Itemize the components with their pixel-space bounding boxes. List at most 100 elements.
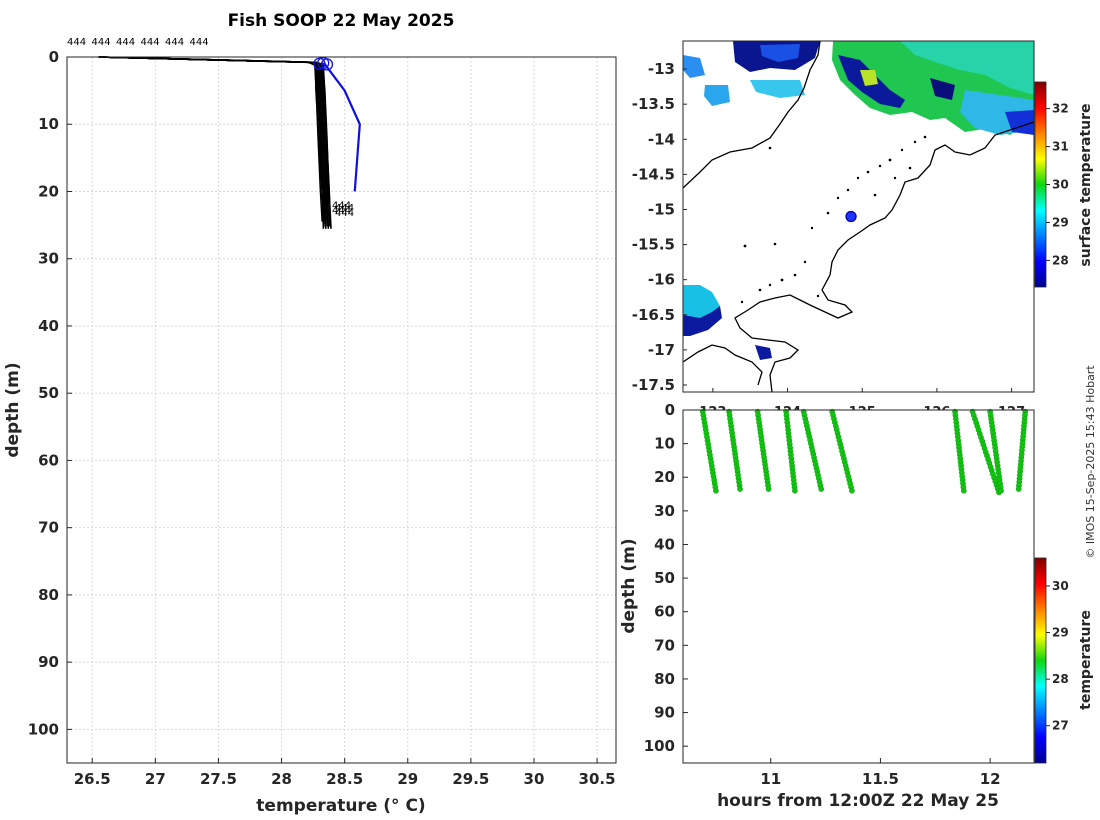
map-y-tick-label: -13 [648, 60, 675, 78]
profile-line-black [98, 56, 325, 229]
timeseries-x-axis-label: hours from 12:00Z 22 May 25 [717, 791, 999, 811]
timeseries-point [818, 486, 825, 492]
profile-line-black [98, 56, 327, 227]
profile-y-tick-label: 20 [38, 182, 59, 200]
profile-line-black [98, 56, 327, 229]
colorbar-tick-label: 28 [1052, 253, 1069, 267]
profile-id-label: 444 [141, 37, 160, 48]
surface-temperature-colorbar-ticks: 28 29 30 31 32 [1046, 102, 1069, 267]
map-y-ticks: -13 -13.5 -14 -14.5 -15 -15.5 -16 -16.5 -17 -17.5 [632, 60, 687, 394]
profile-line-black [98, 56, 326, 222]
timeseries-point [849, 487, 855, 494]
profile-id-label: 444 [92, 37, 111, 48]
profile-y-tick-label: 50 [38, 384, 59, 402]
profile-line-black [98, 56, 331, 225]
map-y-tick-label: -16 [648, 271, 675, 289]
timeseries-x-tick-label: 11.5 [862, 770, 899, 788]
timeseries-point [713, 487, 719, 494]
timeseries-point [737, 486, 743, 492]
surface-temperature-colorbar-label: surface temperature [1078, 103, 1094, 266]
profile-x-tick-label: 27.5 [200, 770, 237, 788]
profile-x-tick-label: 29 [397, 770, 418, 788]
profile-x-tick-label: 30.5 [579, 770, 616, 788]
profile-line-black [98, 56, 332, 229]
profile-line-blue [321, 62, 361, 192]
profile-id-label: 444 [67, 37, 86, 48]
profile-line-black [98, 56, 324, 222]
timeseries-point [765, 486, 772, 492]
profile-line-black [98, 56, 329, 227]
map-panel: 123124125126127 -13-13.5-14-14.5-15-15.5… [632, 40, 1094, 420]
profile-y-tick-label: 0 [49, 48, 59, 66]
profile-y-tick-label: 40 [38, 317, 59, 335]
timeseries-point [1015, 486, 1022, 492]
colorbar-tick-label: 30 [1052, 579, 1069, 593]
surface-temperature-colorbar [1034, 81, 1047, 288]
timeseries-x-tick-label: 12 [980, 770, 1001, 788]
profile-y-tick-label: 80 [38, 586, 59, 604]
temperature-colorbar [1034, 557, 1047, 764]
profile-id-label: 444 [332, 205, 351, 216]
profile-x-ticks: 26.5 27 27.5 28 28.5 29 29.5 30 30.5 [74, 758, 616, 788]
profile-x-tick-label: 28.5 [326, 770, 363, 788]
timeseries-points [699, 408, 1029, 496]
profile-id-label: 444 [116, 37, 135, 48]
colorbar-tick-label: 29 [1052, 626, 1069, 640]
chart-title: Fish SOOP 22 May 2025 [228, 11, 455, 31]
map-y-tick-label: -16.5 [632, 306, 675, 324]
temperature-colorbar-label: temperature [1078, 610, 1094, 710]
timeseries-y-tick-label: 20 [654, 468, 675, 486]
profile-id-label: 444 [165, 37, 184, 48]
colorbar-tick-label: 32 [1052, 102, 1069, 116]
sst-field [683, 41, 1034, 360]
profile-id-label: 444 [335, 203, 354, 214]
map-y-tick-label: -14.5 [632, 165, 675, 183]
colorbar-tick-label: 30 [1052, 178, 1069, 192]
profile-x-axis-label: temperature (° C) [256, 796, 425, 816]
timeseries-point [792, 487, 798, 494]
profile-y-ticks: 0 10 20 30 40 50 60 70 80 90 100 [28, 48, 72, 738]
colorbar-tick-label: 27 [1052, 719, 1069, 733]
timeseries-y-tick-label: 100 [644, 737, 675, 755]
timeseries-y-tick-label: 40 [654, 535, 675, 553]
map-y-tick-label: -15 [648, 200, 675, 218]
timeseries-y-tick-label: 30 [654, 502, 675, 520]
timeseries-x-ticks: 11 11.5 12 [760, 758, 1001, 788]
timeseries-y-tick-label: 50 [654, 569, 675, 587]
profile-grid [67, 56, 616, 763]
map-y-tick-label: -17 [648, 341, 675, 359]
profile-id-label: 444 [332, 200, 351, 211]
profile-line-black [98, 56, 329, 222]
timeseries-y-tick-label: 90 [654, 704, 675, 722]
timeseries-x-tick-label: 11 [760, 770, 781, 788]
profile-panel: 26.5 27 27.5 28 28.5 29 29.5 30 30.5 0 10 20 30 40 50… [3, 37, 617, 816]
temperature-colorbar-ticks: 27 28 29 30 [1046, 579, 1069, 733]
map-y-tick-label: -14 [648, 130, 675, 148]
timeseries-y-tick-label: 80 [654, 670, 675, 688]
profile-line-black [98, 56, 325, 227]
profile-y-axis-label: depth (m) [3, 362, 23, 457]
profile-line-black [98, 56, 327, 225]
islands [740, 135, 927, 304]
profile-x-tick-label: 30 [524, 770, 545, 788]
profile-line-black [98, 56, 330, 229]
profile-y-tick-label: 30 [38, 250, 59, 268]
profile-x-tick-label: 27 [145, 770, 166, 788]
profile-y-tick-label: 60 [38, 451, 59, 469]
timeseries-panel: 11 11.5 12 0 10 20 30 40 50 60 70 80 90 100 hours fr… [619, 401, 1094, 811]
profile-line-black [98, 56, 331, 222]
profile-id-label: 444 [335, 208, 354, 219]
coastline [683, 41, 1034, 392]
timeseries-y-ticks: 0 10 20 30 40 50 60 70 80 90 100 [644, 401, 688, 755]
profile-y-tick-label: 100 [28, 720, 59, 738]
profile-line-black [98, 56, 325, 225]
map-y-tick-label: -15.5 [632, 236, 675, 254]
profile-id-label: 444 [190, 37, 209, 48]
profile-y-tick-label: 10 [38, 115, 59, 133]
vessel-position-marker [845, 210, 857, 223]
timeseries-y-tick-label: 70 [654, 636, 675, 654]
timeseries-y-tick-label: 0 [665, 401, 675, 419]
profile-x-tick-label: 28 [271, 770, 292, 788]
